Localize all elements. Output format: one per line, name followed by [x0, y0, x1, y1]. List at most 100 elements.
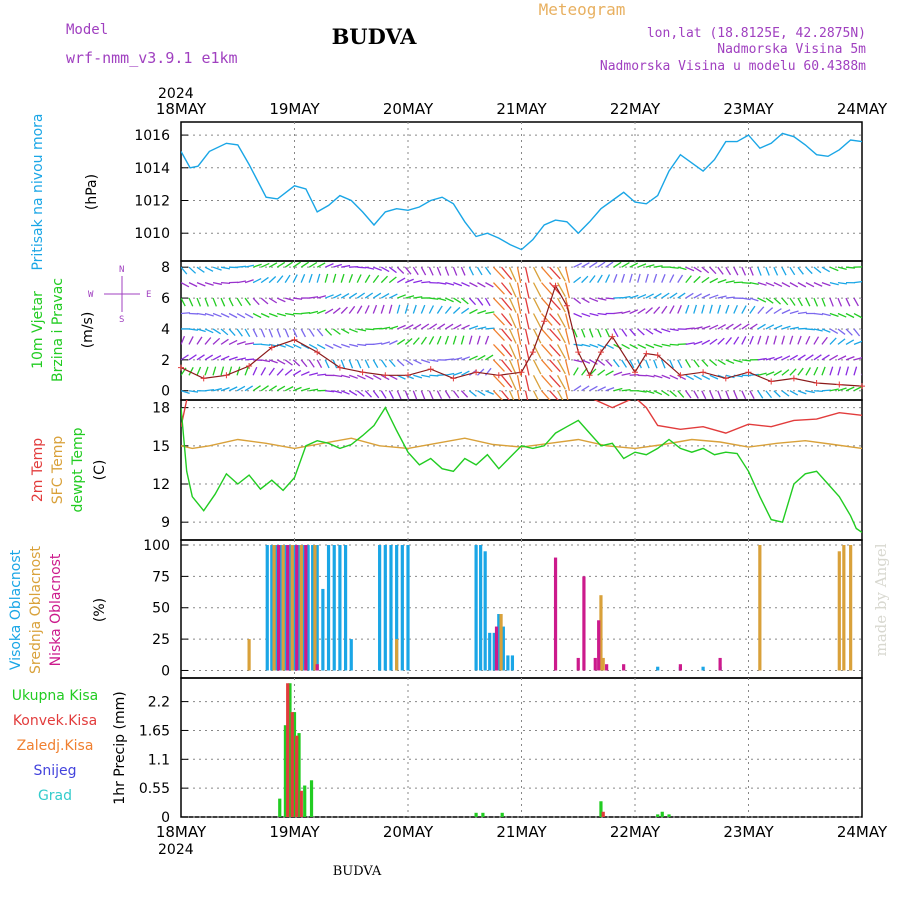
- wind-arrow: [821, 366, 826, 376]
- wind-arrow: [341, 343, 350, 348]
- wind-arrow: [500, 297, 513, 311]
- wind-arrow: [397, 374, 406, 380]
- wind-arrow: [516, 313, 522, 330]
- precip-legend: Ukupna Kisa Konvek.Kisa Zaledj.Kisa Snijeg G…: [12, 688, 99, 804]
- wind-arrow: [813, 297, 819, 307]
- precip-y-tick-label: 2.2: [148, 695, 170, 711]
- wind-arrow: [484, 335, 490, 345]
- wind-arrow: [532, 328, 542, 344]
- wind-arrow: [733, 305, 739, 314]
- wind-arrow: [341, 374, 351, 379]
- wind-arrow: [421, 281, 431, 284]
- wind-arrow: [717, 337, 725, 345]
- wind-arrow: [333, 263, 342, 268]
- wind-arrow: [212, 328, 221, 335]
- wind-arrow: [436, 305, 443, 314]
- wind-arrow: [317, 295, 327, 299]
- bottom-year-label: 2024: [158, 842, 194, 858]
- wind-arrow: [837, 355, 847, 361]
- low_cloud-bar: [593, 657, 597, 671]
- wind-arrow: [669, 390, 677, 398]
- wind-arrow: [500, 313, 513, 327]
- chart-title: BUDVA: [332, 24, 418, 49]
- wind-arrow: [436, 266, 442, 276]
- wind-arrow: [292, 359, 301, 367]
- wind-arrow: [444, 266, 450, 276]
- wind-arrow: [749, 266, 754, 276]
- wind-arrow: [797, 311, 807, 315]
- precip-y-tick-label: 1.1: [148, 752, 170, 768]
- wind-arrow: [204, 312, 214, 317]
- wind-arrow: [332, 273, 337, 283]
- wind-arrow: [284, 359, 293, 366]
- wind-arrow: [837, 366, 842, 376]
- wind-arrow: [188, 354, 197, 361]
- mid_cloud-bar: [842, 545, 846, 671]
- wind-arrow: [373, 342, 383, 346]
- wind-arrow: [813, 312, 823, 316]
- high_cloud-bar: [510, 655, 515, 671]
- wind-arrow: [541, 374, 553, 388]
- wind-arrow: [589, 312, 599, 317]
- top-x-tick-label: 20MAY: [383, 100, 434, 118]
- wind-arrow: [228, 356, 238, 361]
- wind-speed-marker: [450, 375, 457, 382]
- wind-arrow: [556, 344, 566, 359]
- wind-arrow: [749, 390, 755, 399]
- wind-arrow: [308, 359, 315, 368]
- wind-arrow: [500, 328, 513, 342]
- temperature-y-tick-label: 18: [152, 401, 170, 417]
- wind-arrow: [428, 266, 434, 276]
- wind-arrow: [268, 275, 277, 284]
- wind-arrow: [364, 359, 370, 369]
- wind-arrow: [556, 266, 566, 282]
- wind-arrow: [308, 328, 315, 337]
- wind-speed-marker: [790, 375, 797, 382]
- high_cloud-bar: [265, 545, 269, 671]
- wind-arrow: [532, 390, 540, 400]
- wind-arrow: [188, 328, 199, 331]
- wind-arrow: [645, 307, 653, 315]
- wind-arrow: [605, 274, 611, 283]
- wind-arrow: [260, 262, 270, 268]
- wind-arrow: [452, 306, 461, 314]
- wind-arrow: [444, 390, 451, 399]
- wind-arrow: [389, 340, 398, 345]
- high_cloud-bar: [288, 545, 292, 671]
- wind-arrow: [196, 266, 205, 273]
- wind-arrow: [436, 335, 442, 345]
- total_precip-bar: [667, 814, 671, 817]
- wind-arrow: [261, 343, 271, 346]
- wind-arrow: [781, 390, 790, 397]
- wind-arrow: [188, 336, 194, 345]
- wind-arrow: [693, 326, 703, 330]
- wind-arrow: [581, 297, 590, 304]
- wind-arrow: [645, 343, 655, 349]
- wind-arrow: [500, 390, 511, 400]
- wind-arrow: [781, 309, 791, 315]
- wind-arrow: [845, 339, 855, 345]
- high_cloud-bar: [395, 545, 399, 671]
- wind-arrow: [428, 390, 434, 400]
- wind-arrow: [508, 359, 517, 375]
- top-x-tick-labels: 18MAY 19MAY 20MAY 21MAY 22MAY 23MAY 24MAY: [156, 100, 888, 118]
- wind-arrow: [645, 273, 649, 283]
- wind-arrow: [413, 296, 423, 299]
- wind-arrow: [252, 277, 262, 284]
- wind-arrow: [276, 275, 284, 284]
- wind-arrow: [461, 370, 470, 376]
- wind-arrow: [349, 265, 359, 268]
- wind-arrow: [212, 281, 222, 286]
- wind-arrow: [629, 359, 635, 369]
- top-x-tick-label: 19MAY: [269, 100, 320, 118]
- wind-arrow: [829, 266, 839, 272]
- wind-arrow: [781, 335, 785, 345]
- wind-arrow: [733, 266, 739, 276]
- wind-arrow: [364, 274, 371, 283]
- wind-arrow: [853, 385, 862, 392]
- wind-speed-marker: [597, 349, 604, 356]
- conv_precip-bar: [295, 735, 299, 817]
- high_cloud-bar: [492, 632, 496, 671]
- wind-arrow: [669, 328, 679, 332]
- wind-arrow: [309, 296, 319, 299]
